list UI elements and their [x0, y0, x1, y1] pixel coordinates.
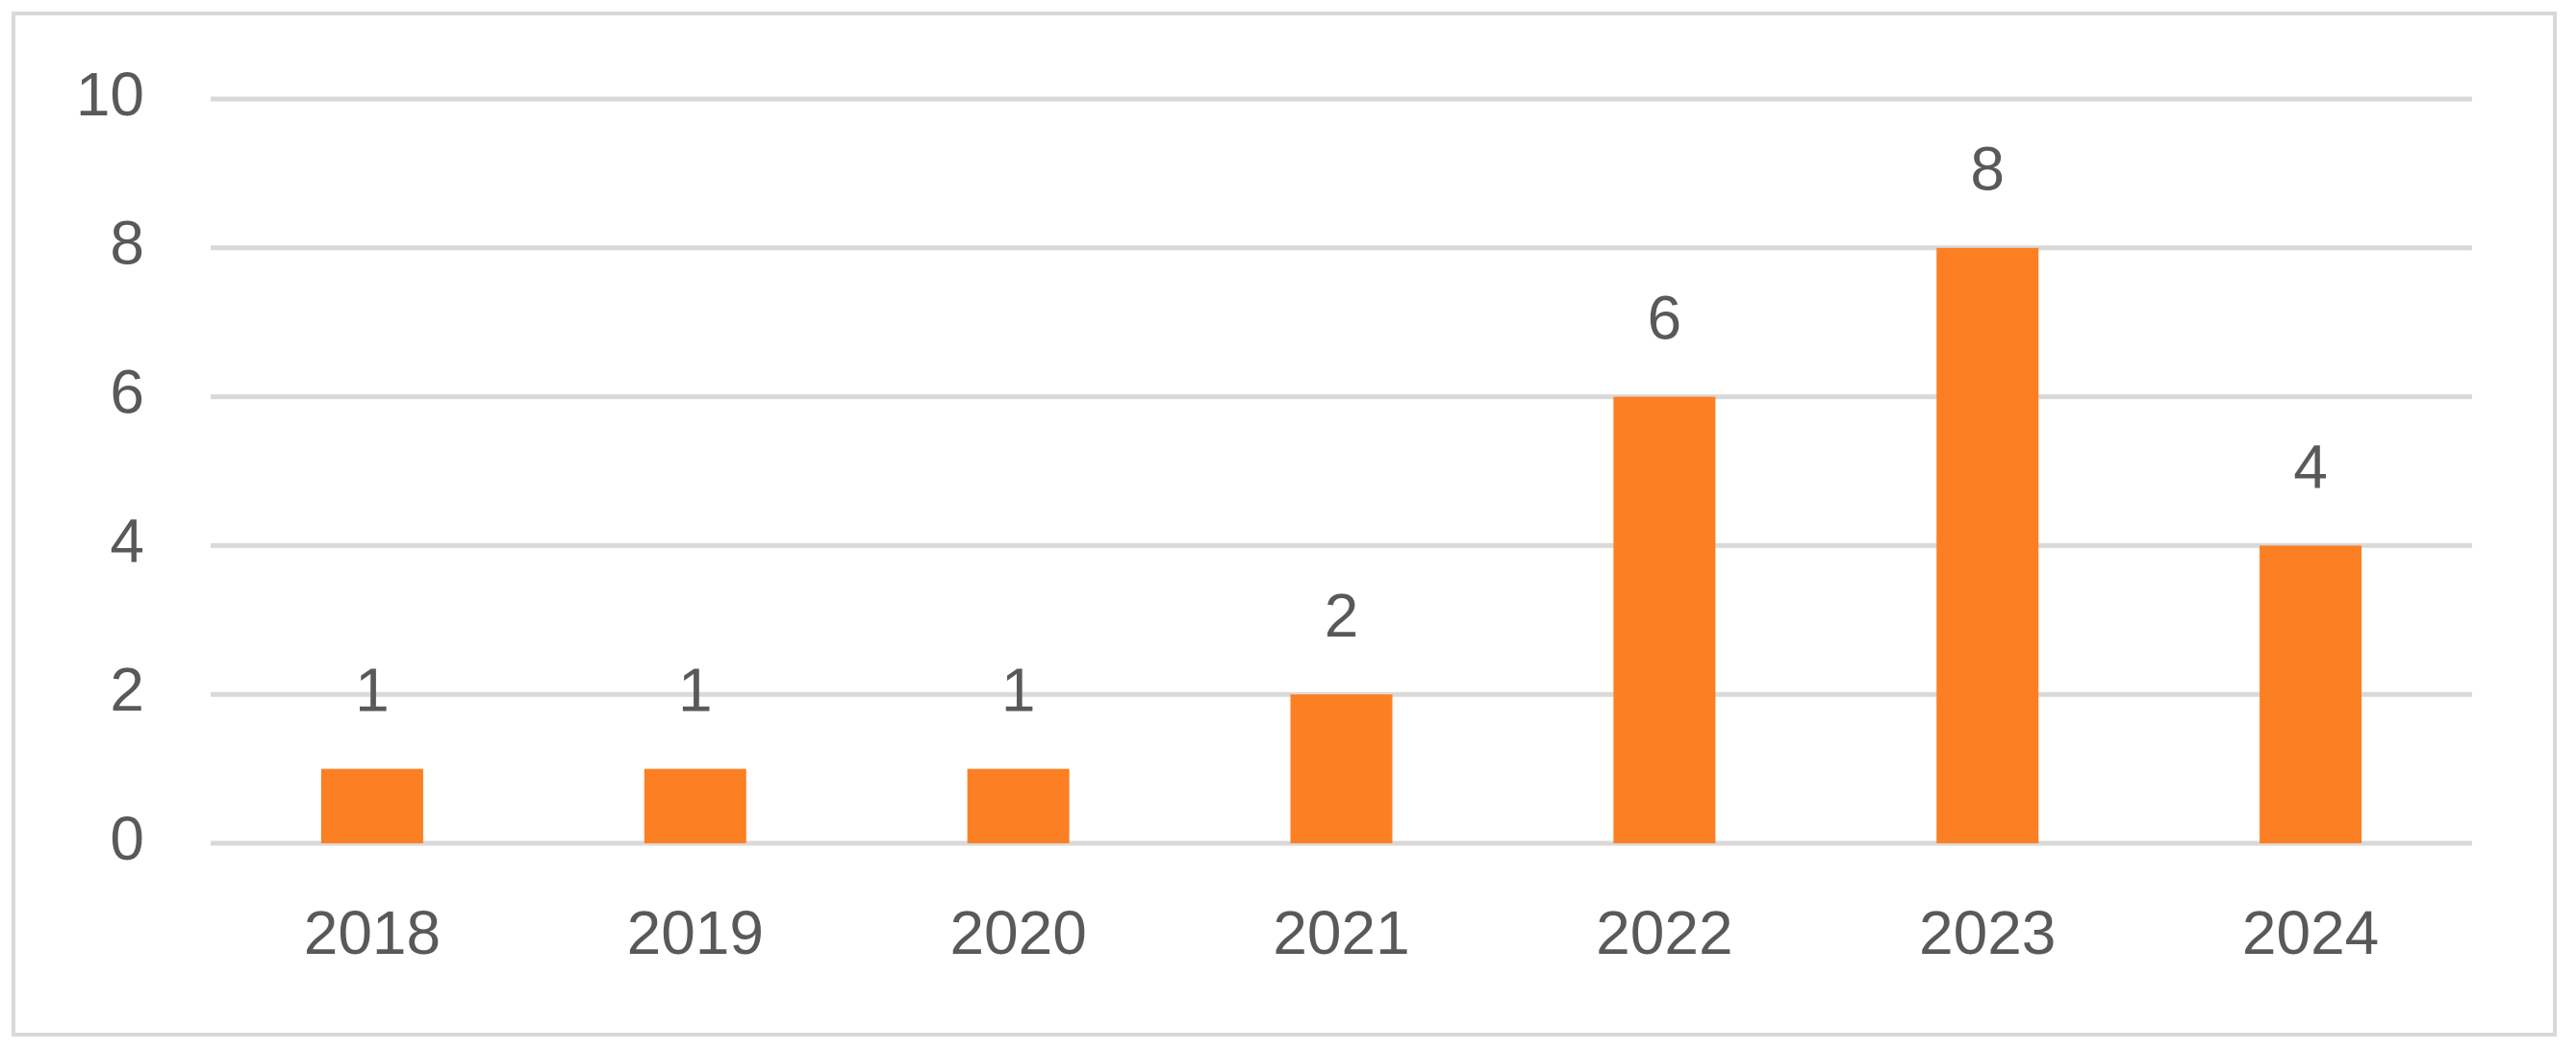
data-label: 1: [678, 656, 713, 725]
y-tick-label: 4: [110, 506, 144, 575]
x-tick-label: 2021: [1273, 898, 1409, 967]
bar: [2260, 545, 2362, 843]
bar: [1936, 247, 2039, 843]
y-tick-label: 6: [110, 358, 144, 427]
data-label: 4: [2293, 432, 2328, 501]
data-label: 1: [1001, 656, 1036, 725]
x-tick-label: 2020: [949, 898, 1086, 967]
bar: [644, 768, 746, 843]
data-label: 6: [1648, 284, 1682, 353]
data-label: 2: [1325, 581, 1359, 650]
y-tick-label: 10: [76, 60, 144, 129]
y-tick-label: 8: [110, 209, 144, 278]
y-tick-label: 0: [110, 804, 144, 873]
bar: [1290, 694, 1393, 843]
bar: [320, 768, 423, 843]
x-tick-label: 2019: [627, 898, 764, 967]
data-label: 8: [1970, 135, 2005, 204]
data-label: 1: [355, 656, 390, 725]
chart-border: [12, 12, 2557, 1037]
x-tick-label: 2022: [1596, 898, 1732, 967]
bar: [967, 768, 1070, 843]
x-tick-label: 2024: [2242, 898, 2379, 967]
y-tick-label: 2: [110, 655, 144, 724]
bar: [1613, 396, 1716, 843]
x-tick-label: 2018: [304, 898, 441, 967]
x-tick-label: 2023: [1919, 898, 2056, 967]
